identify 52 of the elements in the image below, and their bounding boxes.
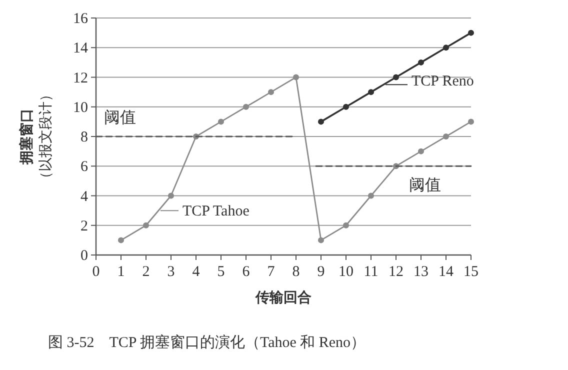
x-tick-label: 1 xyxy=(117,264,125,280)
text: 图 3-52 TCP 拥塞窗口的演化（Tahoe 和 Reno） xyxy=(48,334,366,351)
annotation: 阈值 xyxy=(104,108,136,126)
y-tick-label: 4 xyxy=(80,188,88,205)
x-tick-label: 0 xyxy=(92,264,100,280)
y-tick-label: 8 xyxy=(80,130,88,146)
x-tick-label: 10 xyxy=(338,264,354,280)
point xyxy=(418,148,424,154)
x-tick-label: 7 xyxy=(267,264,276,280)
point xyxy=(393,74,399,80)
x-tick-label: 2 xyxy=(142,264,150,280)
point xyxy=(418,59,424,66)
x-tick-label: 6 xyxy=(242,264,250,280)
point xyxy=(243,104,249,110)
y-tick-label: 6 xyxy=(80,159,88,176)
legend-label: TCP Tahoe xyxy=(182,204,250,220)
point xyxy=(318,118,324,125)
y-tick-label: 0 xyxy=(80,248,88,264)
x-tick-label: 8 xyxy=(292,264,300,280)
point xyxy=(143,222,149,228)
point xyxy=(443,134,449,140)
x-tick-label: 5 xyxy=(217,264,225,280)
point xyxy=(468,30,474,36)
x-tick-label: 11 xyxy=(364,264,378,280)
x-tick-label: 15 xyxy=(464,264,478,280)
point xyxy=(468,118,474,125)
point xyxy=(218,118,224,125)
x-tick-label: 9 xyxy=(317,264,325,280)
x-axis-title: 传输回合 xyxy=(254,290,312,306)
y-axis-title: 拥塞窗口（以报文段计） xyxy=(18,88,54,186)
point xyxy=(343,104,349,110)
y-tick-label: 10 xyxy=(73,100,88,116)
y-tick-label: 12 xyxy=(73,70,88,86)
point xyxy=(368,192,374,199)
x-tick-label: 14 xyxy=(438,264,454,280)
point xyxy=(118,237,124,244)
y-tick-label: 16 xyxy=(73,11,88,27)
point xyxy=(318,237,324,244)
y-tick-label: 2 xyxy=(80,218,88,234)
x-tick-label: 3 xyxy=(167,264,175,280)
y-tick-label: 14 xyxy=(73,40,88,57)
point xyxy=(268,89,274,96)
point xyxy=(293,74,299,80)
x-tick-label: 13 xyxy=(414,264,428,280)
point xyxy=(443,44,449,51)
legend-label: TCP Reno xyxy=(412,74,474,90)
point xyxy=(368,89,374,96)
annotation: 阈值 xyxy=(409,176,441,194)
x-tick-label: 12 xyxy=(388,264,404,280)
x-tick-label: 4 xyxy=(192,264,200,280)
point xyxy=(343,222,349,228)
point xyxy=(168,192,174,199)
